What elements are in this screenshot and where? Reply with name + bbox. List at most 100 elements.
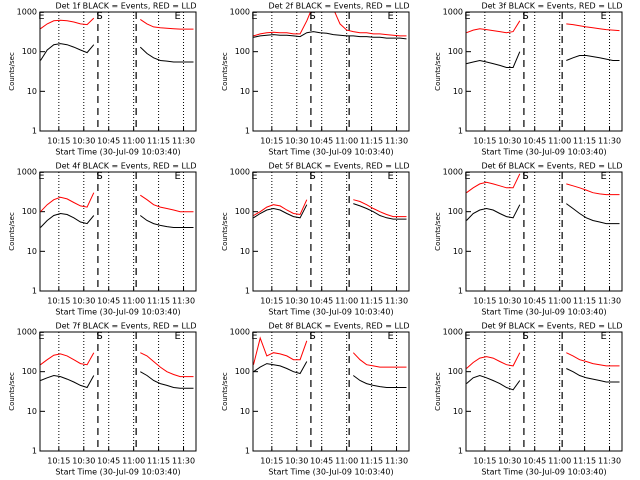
y-tick-label: 1 xyxy=(245,127,250,136)
x-tick-label: 10:30 xyxy=(498,137,521,146)
x-tick-label: 11:00 xyxy=(122,297,145,306)
y-tick-label: 1000 xyxy=(230,328,250,337)
y-tick-label: 10 xyxy=(27,247,37,256)
x-tick-label: 11:15 xyxy=(573,457,596,466)
series-line xyxy=(40,212,194,228)
panel: Det 2f BLACK = Events, RED = LLD Start Ti… xyxy=(221,2,410,157)
series-line xyxy=(466,368,620,391)
x-tick-label: 11:30 xyxy=(598,457,621,466)
x-tick-label: 11:15 xyxy=(573,137,596,146)
series-line xyxy=(466,203,620,225)
series-line xyxy=(40,17,194,30)
x-tick-label: 11:15 xyxy=(573,297,596,306)
plot-frame xyxy=(39,171,197,292)
x-tick-label: 11:30 xyxy=(172,137,195,146)
x-axis-label: Start Time (30-Jul-09 10:03:40) xyxy=(268,468,393,477)
y-tick-label: 1 xyxy=(32,287,37,296)
y-tick-label: 1000 xyxy=(443,168,463,177)
x-tick-label: 10:15 xyxy=(260,457,283,466)
y-tick-label: 1 xyxy=(458,287,463,296)
series-line xyxy=(253,12,407,37)
series-line xyxy=(253,336,407,368)
x-tick-label: 10:15 xyxy=(473,457,496,466)
x-tick-label: 11:00 xyxy=(335,137,358,146)
x-tick-label: 11:15 xyxy=(147,297,170,306)
annotation: E xyxy=(464,331,470,342)
x-tick-label: 11:30 xyxy=(385,457,408,466)
panel: Det 4f BLACK = Events, RED = LLD Start Ti… xyxy=(8,162,197,317)
series-line xyxy=(253,203,407,220)
y-tick-label: 100 xyxy=(22,207,37,216)
y-tick-label: 100 xyxy=(448,47,463,56)
annotation: E xyxy=(388,11,394,22)
x-tick-label: 11:30 xyxy=(385,297,408,306)
x-axis-label: Start Time (30-Jul-09 10:03:40) xyxy=(268,308,393,317)
annotation: S xyxy=(522,11,528,22)
y-tick-label: 1 xyxy=(245,287,250,296)
series-line xyxy=(40,352,194,378)
panel: Det 9f BLACK = Events, RED = LLD Start Ti… xyxy=(434,322,623,477)
y-tick-label: 10 xyxy=(453,247,463,256)
y-tick-label: 100 xyxy=(235,207,250,216)
y-axis-label: Counts/sec xyxy=(221,212,229,251)
y-tick-label: 10 xyxy=(27,87,37,96)
x-tick-label: 11:00 xyxy=(548,297,571,306)
x-tick-label: 10:45 xyxy=(310,137,333,146)
panel: Det 6f BLACK = Events, RED = LLD Start Ti… xyxy=(434,162,623,317)
x-tick-label: 11:00 xyxy=(335,457,358,466)
y-tick-label: 1 xyxy=(245,447,250,456)
y-tick-label: 100 xyxy=(235,47,250,56)
chart-title: Det 7f BLACK = Events, RED = LLD xyxy=(55,322,196,331)
y-tick-label: 10 xyxy=(240,247,250,256)
annotation: E xyxy=(601,11,607,22)
annotation: E xyxy=(464,171,470,182)
x-tick-label: 10:30 xyxy=(498,297,521,306)
annotation: E xyxy=(251,171,257,182)
x-tick-label: 10:30 xyxy=(498,457,521,466)
annotation: E xyxy=(251,11,257,22)
x-axis-label: Start Time (30-Jul-09 10:03:40) xyxy=(481,468,606,477)
annotation: E xyxy=(601,171,607,182)
y-tick-label: 1000 xyxy=(17,8,37,17)
y-axis-label: Counts/sec xyxy=(221,52,229,91)
x-tick-label: 10:15 xyxy=(260,137,283,146)
chart-title: Det 1f BLACK = Events, RED = LLD xyxy=(55,2,196,11)
panel: Det 8f BLACK = Events, RED = LLD Start Ti… xyxy=(221,322,410,477)
plot-frame xyxy=(252,331,410,452)
x-tick-label: 11:15 xyxy=(360,457,383,466)
y-tick-label: 10 xyxy=(453,87,463,96)
annotation: S xyxy=(96,331,102,342)
plot-frame xyxy=(252,171,410,292)
annotation: E xyxy=(175,171,181,182)
y-tick-label: 100 xyxy=(235,367,250,376)
plot-frame xyxy=(465,171,623,292)
x-axis-label: Start Time (30-Jul-09 10:03:40) xyxy=(481,148,606,157)
x-tick-label: 10:30 xyxy=(72,137,95,146)
x-tick-label: 11:00 xyxy=(122,457,145,466)
x-tick-label: 11:15 xyxy=(147,457,170,466)
series-line xyxy=(466,20,620,34)
chart-title: Det 4f BLACK = Events, RED = LLD xyxy=(55,162,196,171)
chart-title: Det 2f BLACK = Events, RED = LLD xyxy=(268,2,409,11)
x-tick-label: 11:15 xyxy=(360,297,383,306)
annotation: E xyxy=(175,331,181,342)
annotation: S xyxy=(522,171,528,182)
y-axis-label: Counts/sec xyxy=(434,52,442,91)
x-tick-label: 10:45 xyxy=(97,297,120,306)
x-tick-label: 10:45 xyxy=(310,297,333,306)
annotation: E xyxy=(38,331,44,342)
annotation: E xyxy=(175,11,181,22)
x-tick-label: 10:45 xyxy=(97,137,120,146)
series-line xyxy=(253,31,407,40)
x-tick-label: 10:30 xyxy=(285,457,308,466)
series-line xyxy=(466,173,620,196)
y-tick-label: 10 xyxy=(453,407,463,416)
annotation: E xyxy=(38,11,44,22)
annotation: E xyxy=(464,11,470,22)
y-axis-label: Counts/sec xyxy=(8,212,16,251)
chart-title: Det 5f BLACK = Events, RED = LLD xyxy=(268,162,409,171)
annotation: S xyxy=(96,171,102,182)
x-axis-label: Start Time (30-Jul-09 10:03:40) xyxy=(55,468,180,477)
